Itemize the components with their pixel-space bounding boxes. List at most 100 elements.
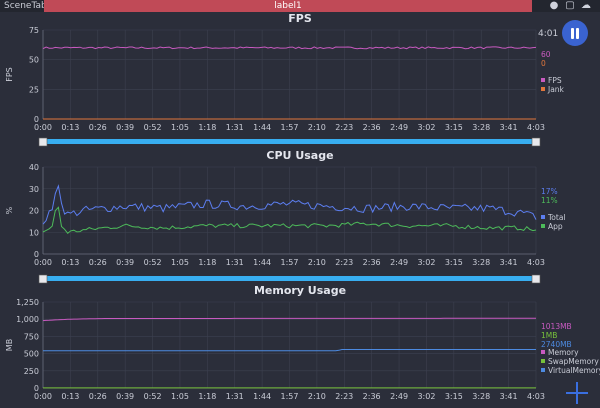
range-slider-track[interactable] [43, 139, 536, 144]
legend-swatch [541, 359, 545, 363]
x-tick-label: 3:15 [445, 123, 463, 132]
legend-label-swapmemory: SwapMemory [548, 357, 599, 366]
legend-swatch [541, 368, 545, 372]
timer-readout: 4:01 [538, 29, 559, 39]
cloud-icon[interactable]: ☁ [581, 0, 591, 11]
x-tick-label: 0:52 [144, 392, 162, 401]
x-tick-label: 2:10 [308, 123, 326, 132]
x-tick-label: 1:57 [281, 258, 299, 267]
y-axis-label: FPS [5, 67, 14, 82]
location-icon[interactable]: ● [549, 0, 559, 11]
x-tick-label: 4:03 [527, 123, 545, 132]
y-tick-label: 30 [29, 185, 39, 194]
x-tick-label: 2:36 [363, 392, 381, 401]
range-slider-handle-right[interactable] [531, 274, 541, 284]
y-tick-label: 40 [29, 163, 39, 172]
x-tick-label: 1:57 [281, 123, 299, 132]
series-line-total [42, 184, 537, 225]
y-tick-label: 25 [29, 85, 39, 94]
series-line-app [42, 206, 537, 235]
x-tick-label: 0:26 [89, 258, 107, 267]
y-tick-label: 250 [24, 367, 39, 376]
series-line-fps [42, 46, 537, 50]
x-tick-label: 0:52 [144, 123, 162, 132]
x-tick-label: 2:49 [390, 123, 408, 132]
legend-swatch [541, 215, 545, 219]
legend-label-memory: Memory [548, 348, 579, 357]
y-tick-label: 750 [24, 332, 39, 341]
legend-swatch [541, 350, 545, 354]
x-tick-label: 0:13 [61, 258, 79, 267]
y-tick-label: 20 [29, 207, 39, 216]
current-value-virtualmemory: 2740MB [541, 340, 572, 349]
range-slider-handle-left[interactable] [38, 137, 48, 147]
range-slider-handle-right[interactable] [531, 137, 541, 147]
add-icon[interactable] [566, 382, 588, 404]
chart-title: CPU Usage [266, 149, 333, 162]
series-line-virtualmemory [43, 349, 536, 352]
current-value-swapmemory: 1MB [541, 331, 557, 340]
x-tick-label: 2:10 [308, 258, 326, 267]
x-tick-label: 0:39 [116, 123, 134, 132]
x-tick-label: 0:13 [61, 123, 79, 132]
x-tick-label: 0:39 [116, 392, 134, 401]
x-tick-label: 0:00 [34, 392, 52, 401]
y-axis-label: % [5, 206, 14, 214]
x-tick-label: 1:18 [198, 258, 216, 267]
x-tick-label: 2:49 [390, 392, 408, 401]
legend-label-app: App [548, 222, 563, 231]
x-tick-label: 2:23 [335, 392, 353, 401]
x-tick-label: 1:18 [198, 392, 216, 401]
x-tick-label: 0:00 [34, 258, 52, 267]
range-slider-track[interactable] [43, 276, 536, 281]
x-tick-label: 3:41 [500, 392, 518, 401]
legend-swatch [541, 78, 545, 82]
x-tick-label: 3:15 [445, 258, 463, 267]
chart-title: Memory Usage [254, 284, 346, 297]
x-tick-label: 0:26 [89, 392, 107, 401]
pause-button[interactable] [562, 20, 588, 46]
x-tick-label: 2:49 [390, 258, 408, 267]
x-tick-label: 2:36 [363, 123, 381, 132]
current-value-app: 11% [541, 196, 558, 205]
y-tick-label: 10 [29, 228, 39, 237]
legend-label-total: Total [547, 213, 566, 222]
x-tick-label: 3:02 [417, 392, 435, 401]
y-tick-label: 0 [34, 115, 39, 124]
x-tick-label: 2:23 [335, 123, 353, 132]
x-tick-label: 0:52 [144, 258, 162, 267]
y-tick-label: 1,250 [16, 298, 39, 307]
y-axis-label: MB [5, 339, 14, 351]
x-tick-label: 3:02 [417, 258, 435, 267]
chart-title: FPS [288, 12, 312, 25]
x-tick-label: 1:31 [226, 258, 244, 267]
x-tick-label: 1:57 [281, 392, 299, 401]
x-tick-label: 3:28 [472, 392, 490, 401]
folder-icon[interactable]: ▢ [565, 0, 575, 11]
x-tick-label: 0:00 [34, 123, 52, 132]
x-tick-label: 2:23 [335, 258, 353, 267]
x-tick-label: 1:44 [253, 392, 271, 401]
x-tick-label: 0:13 [61, 392, 79, 401]
x-tick-label: 2:10 [308, 392, 326, 401]
range-slider-handle-left[interactable] [38, 274, 48, 284]
current-value-total: 17% [541, 187, 558, 196]
scene-tab[interactable]: SceneTab [4, 1, 47, 11]
series-line-memory [42, 317, 536, 322]
current-value-fps: 60 [541, 50, 551, 59]
legend-swatch [541, 87, 545, 91]
y-tick-label: 0 [34, 250, 39, 259]
y-tick-label: 0 [34, 384, 39, 393]
center-label: label1 [44, 0, 532, 12]
legend-label-virtualmemory: VirtualMemory [548, 366, 600, 375]
x-tick-label: 2:36 [363, 258, 381, 267]
x-tick-label: 4:03 [527, 392, 545, 401]
x-tick-label: 1:31 [226, 123, 244, 132]
x-tick-label: 3:02 [417, 123, 435, 132]
x-tick-label: 1:05 [171, 392, 189, 401]
x-tick-label: 3:15 [445, 392, 463, 401]
y-tick-label: 50 [29, 56, 39, 65]
x-tick-label: 3:28 [472, 123, 490, 132]
x-tick-label: 0:26 [89, 123, 107, 132]
